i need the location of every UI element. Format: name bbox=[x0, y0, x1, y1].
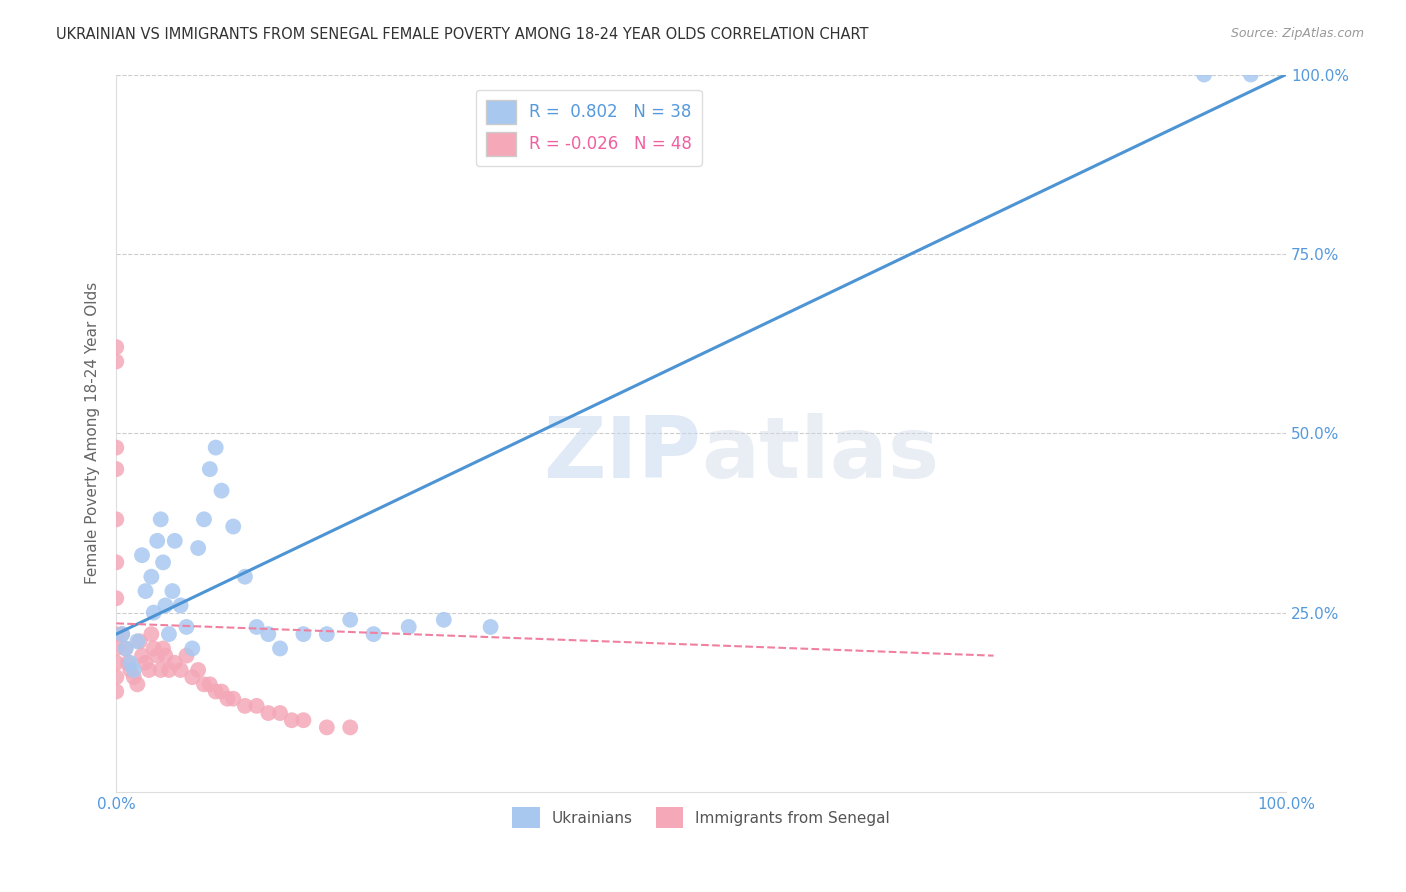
Point bbox=[152, 641, 174, 656]
Point bbox=[117, 656, 139, 670]
Point bbox=[105, 512, 128, 526]
Text: ZIP: ZIP bbox=[543, 413, 702, 496]
Point bbox=[280, 713, 302, 727]
Point bbox=[315, 720, 337, 734]
Point bbox=[176, 620, 198, 634]
Point bbox=[105, 340, 128, 354]
Point bbox=[193, 677, 215, 691]
Point bbox=[211, 483, 233, 498]
Point bbox=[114, 641, 136, 656]
Text: Source: ZipAtlas.com: Source: ZipAtlas.com bbox=[1230, 27, 1364, 40]
Point bbox=[142, 641, 165, 656]
Point bbox=[146, 533, 169, 548]
Point bbox=[105, 441, 128, 455]
Point bbox=[204, 441, 226, 455]
Point bbox=[257, 706, 280, 720]
Point bbox=[398, 620, 420, 634]
Point bbox=[149, 512, 172, 526]
Point bbox=[363, 627, 385, 641]
Point bbox=[152, 555, 174, 569]
Point bbox=[157, 663, 180, 677]
Point bbox=[105, 684, 128, 698]
Point bbox=[187, 541, 209, 555]
Point bbox=[181, 670, 204, 684]
Point bbox=[163, 656, 186, 670]
Point bbox=[134, 584, 156, 599]
Text: atlas: atlas bbox=[702, 413, 939, 496]
Point bbox=[198, 462, 221, 476]
Point bbox=[257, 627, 280, 641]
Point bbox=[131, 548, 153, 562]
Legend: Ukrainians, Immigrants from Senegal: Ukrainians, Immigrants from Senegal bbox=[506, 801, 896, 835]
Point bbox=[105, 462, 128, 476]
Point bbox=[246, 698, 269, 713]
Point bbox=[120, 656, 142, 670]
Point bbox=[122, 663, 145, 677]
Point bbox=[211, 684, 233, 698]
Point bbox=[141, 570, 163, 584]
Point bbox=[204, 684, 226, 698]
Point bbox=[120, 663, 142, 677]
Point bbox=[131, 648, 153, 663]
Point bbox=[149, 663, 172, 677]
Point bbox=[187, 663, 209, 677]
Point bbox=[142, 606, 165, 620]
Point bbox=[128, 634, 150, 648]
Point bbox=[105, 641, 128, 656]
Point bbox=[138, 663, 160, 677]
Point bbox=[339, 613, 361, 627]
Point bbox=[181, 641, 204, 656]
Point bbox=[292, 713, 315, 727]
Point bbox=[315, 627, 337, 641]
Point bbox=[146, 648, 169, 663]
Point bbox=[163, 533, 186, 548]
Point bbox=[193, 512, 215, 526]
Point bbox=[122, 670, 145, 684]
Point bbox=[162, 584, 184, 599]
Point bbox=[222, 519, 245, 533]
Point bbox=[176, 648, 198, 663]
Point bbox=[105, 656, 128, 670]
Point bbox=[169, 663, 191, 677]
Point bbox=[433, 613, 456, 627]
Point bbox=[233, 698, 256, 713]
Point bbox=[155, 599, 177, 613]
Point bbox=[114, 641, 136, 656]
Point bbox=[222, 691, 245, 706]
Point bbox=[105, 627, 128, 641]
Y-axis label: Female Poverty Among 18-24 Year Olds: Female Poverty Among 18-24 Year Olds bbox=[86, 282, 100, 584]
Point bbox=[233, 570, 256, 584]
Point bbox=[105, 670, 128, 684]
Point bbox=[1240, 68, 1263, 82]
Point bbox=[169, 599, 191, 613]
Point bbox=[269, 706, 291, 720]
Point bbox=[141, 627, 163, 641]
Point bbox=[292, 627, 315, 641]
Text: UKRAINIAN VS IMMIGRANTS FROM SENEGAL FEMALE POVERTY AMONG 18-24 YEAR OLDS CORREL: UKRAINIAN VS IMMIGRANTS FROM SENEGAL FEM… bbox=[56, 27, 869, 42]
Point bbox=[105, 354, 128, 368]
Point bbox=[134, 656, 156, 670]
Point bbox=[198, 677, 221, 691]
Point bbox=[269, 641, 291, 656]
Point bbox=[127, 677, 149, 691]
Point bbox=[105, 591, 128, 606]
Point bbox=[479, 620, 502, 634]
Point bbox=[111, 627, 134, 641]
Point bbox=[217, 691, 239, 706]
Point bbox=[246, 620, 269, 634]
Point bbox=[157, 627, 180, 641]
Point bbox=[155, 648, 177, 663]
Point bbox=[105, 555, 128, 569]
Point bbox=[127, 634, 149, 648]
Point bbox=[1192, 68, 1215, 82]
Point bbox=[339, 720, 361, 734]
Point bbox=[111, 627, 134, 641]
